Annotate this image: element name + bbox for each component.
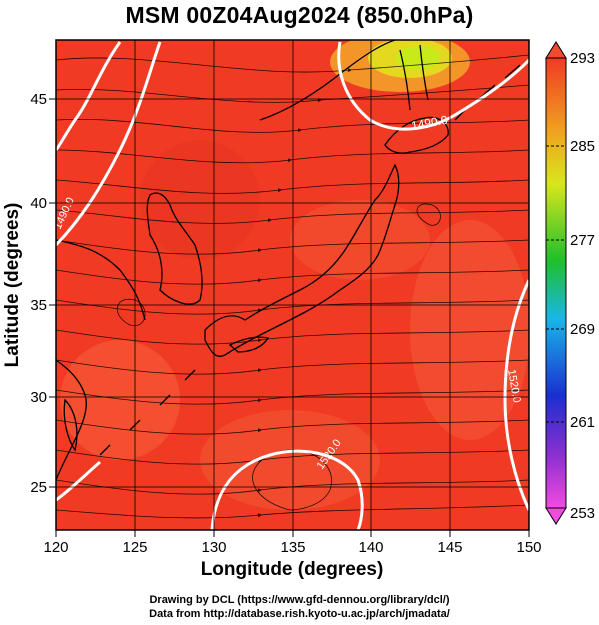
y-tick-labels: 25 30 35 40 45 (30, 91, 47, 496)
colorbar-label: 285 (570, 138, 595, 155)
y-tick-label: 30 (30, 389, 47, 406)
y-axis-title: Latitude (degrees) (2, 203, 23, 368)
credit-drawing: Drawing by DCL (https://www.gfd-dennou.o… (149, 594, 450, 606)
colorbar-bottom-arrow (545, 507, 567, 525)
x-tick-label: 125 (122, 539, 147, 556)
credit-data: Data from http://database.rish.kyoto-u.a… (149, 608, 450, 620)
colorbar-label: 277 (570, 232, 595, 249)
colorbar-scale (545, 57, 567, 509)
coastlines (56, 40, 521, 481)
map-plot-area: 1490.0 1490.0 1520.0 1520.0 (56, 40, 529, 530)
x-axis-title: Longitude (degrees) (201, 559, 384, 580)
x-tick-label: 130 (201, 539, 226, 556)
y-tick-label: 35 (30, 297, 47, 314)
svg-text:1520.0: 1520.0 (505, 368, 523, 403)
colorbar-label: 269 (570, 321, 595, 338)
colorbar-label: 261 (570, 414, 595, 431)
x-tick-label: 140 (358, 539, 383, 556)
height-contours (56, 41, 529, 530)
x-tick-label: 135 (280, 539, 305, 556)
grid-lines (56, 40, 529, 530)
streamlines (56, 54, 529, 519)
y-tick-label: 45 (30, 91, 47, 108)
x-tick-labels: 120 125 130 135 140 145 150 (43, 539, 541, 556)
y-tick-marks (49, 98, 56, 488)
svg-text:1490.0: 1490.0 (410, 113, 449, 133)
colorbar-label: 253 (570, 505, 595, 522)
x-tick-label: 145 (437, 539, 462, 556)
colorbar-top-arrow (545, 41, 567, 59)
x-tick-label: 150 (516, 539, 541, 556)
y-tick-label: 25 (30, 479, 47, 496)
x-tick-marks (55, 530, 530, 537)
y-tick-label: 40 (30, 195, 47, 212)
map-title: MSM 00Z04Aug2024 (850.0hPa) (125, 2, 474, 28)
colorbar-label: 293 (570, 50, 595, 67)
colorbar: 293 285 277 269 261 253 (545, 41, 595, 525)
x-tick-label: 120 (43, 539, 68, 556)
